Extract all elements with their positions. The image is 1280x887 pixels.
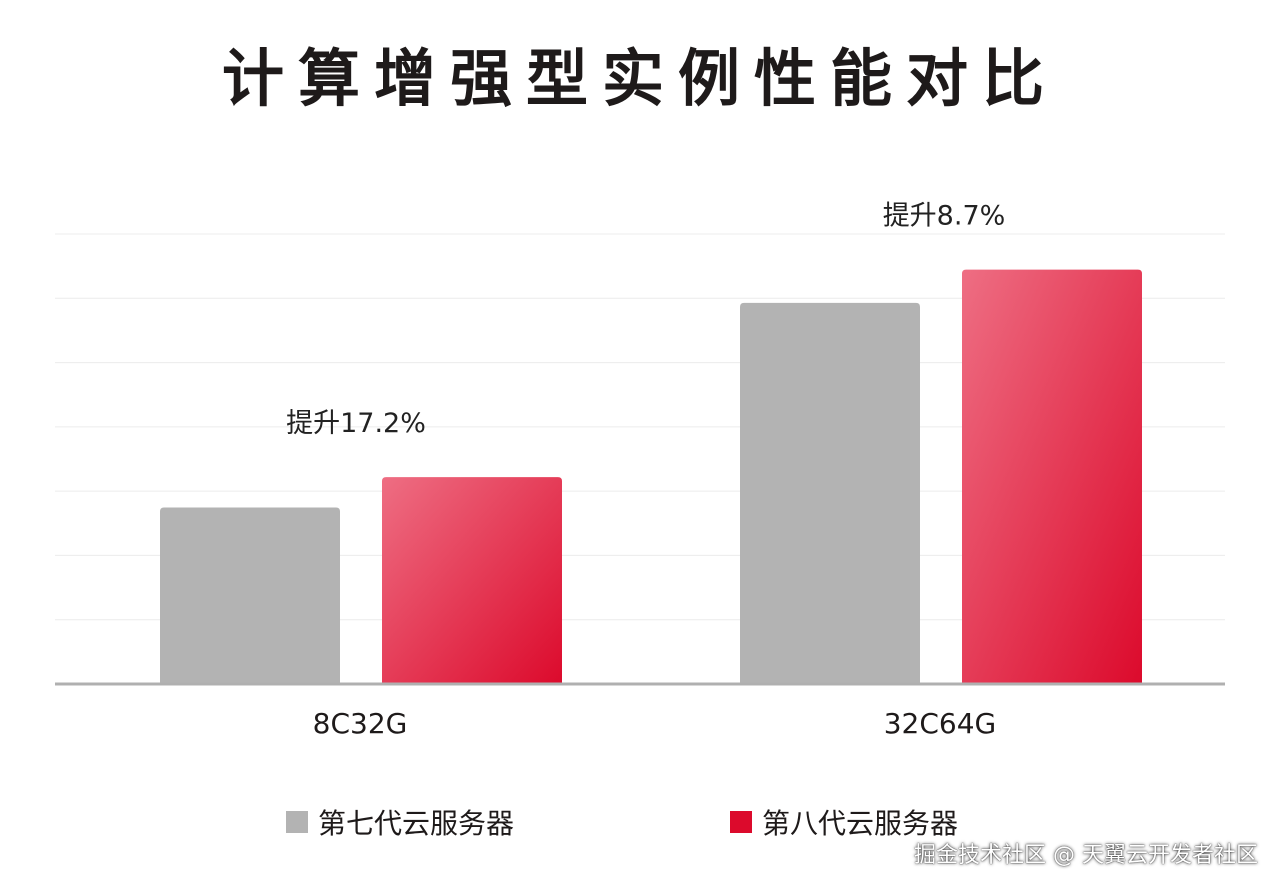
bar-gen8-8c32g — [382, 477, 562, 684]
legend-label-gen8: 第八代云服务器 — [762, 807, 959, 840]
legend-item-gen8: 第八代云服务器 — [730, 800, 958, 844]
chart-title: 计算增强型实例性能对比 — [221, 42, 1058, 115]
x-tick-label: 8C32G — [313, 707, 408, 740]
legend: 第七代云服务器 第八代云服务器 — [0, 800, 1280, 844]
x-tick-label: 32C64G — [884, 707, 997, 740]
watermark: 掘金技术社区 @ 天翼云开发者社区 — [914, 843, 1258, 868]
bar-gen7-32c64g — [740, 302, 920, 684]
bar-gen7-8c32g — [160, 507, 340, 684]
legend-swatch-gen8 — [730, 811, 752, 833]
legend-swatch-gen7 — [286, 811, 308, 833]
bars — [160, 269, 1142, 684]
labels: 8C32G 提升17.2% 32C64G 提升8.7% — [286, 201, 1005, 740]
improvement-annotation: 提升17.2% — [286, 408, 426, 439]
improvement-annotation: 提升8.7% — [883, 201, 1006, 232]
legend-label-gen7: 第七代云服务器 — [318, 807, 515, 840]
legend-item-gen7: 第七代云服务器 — [286, 800, 514, 844]
bar-gen8-32c64g — [962, 269, 1142, 684]
